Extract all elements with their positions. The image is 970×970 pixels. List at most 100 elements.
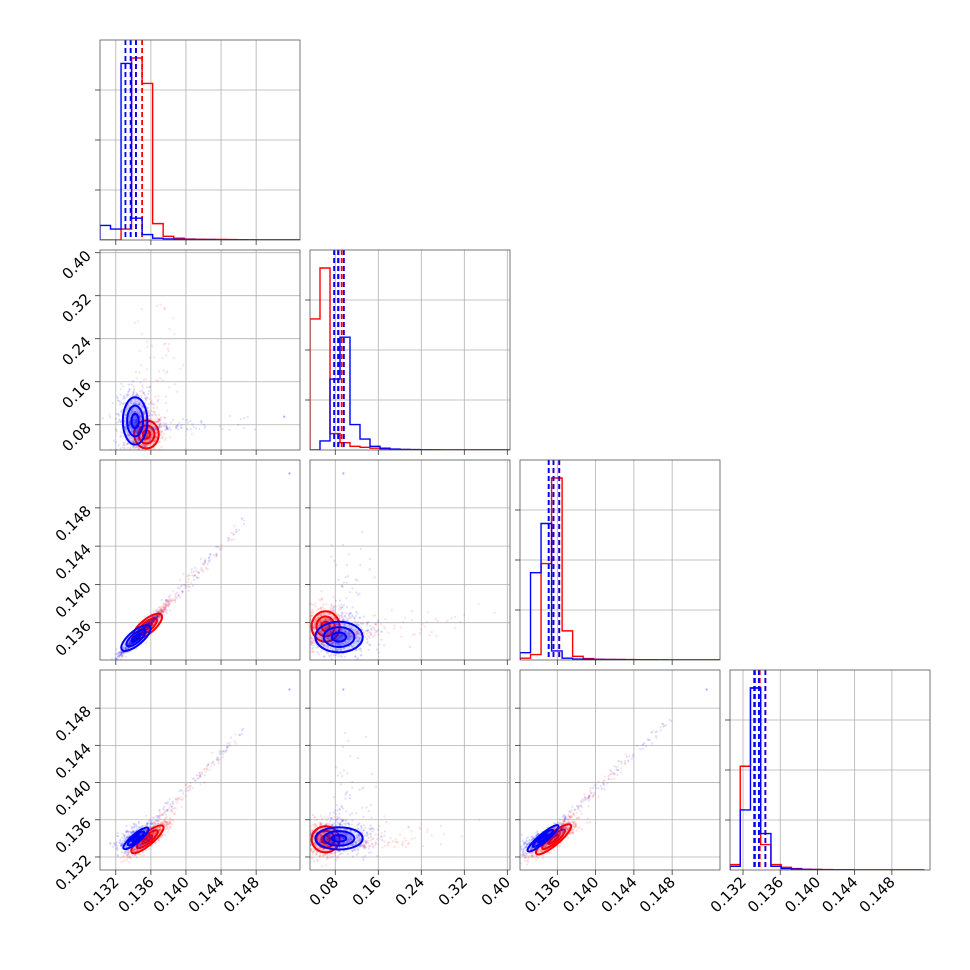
sample-point — [173, 333, 176, 336]
sample-point — [311, 611, 315, 614]
sample-point — [174, 426, 178, 430]
sample-point — [233, 525, 236, 528]
sample-point — [354, 633, 358, 636]
sample-point — [180, 805, 183, 809]
sample-point — [122, 442, 125, 445]
sample-point — [346, 632, 349, 635]
sample-point — [351, 635, 354, 639]
sample-point — [150, 619, 153, 622]
sample-point — [144, 626, 147, 629]
sample-point — [320, 631, 323, 635]
sample-point — [136, 438, 139, 441]
sample-point — [304, 627, 306, 629]
sample-point — [151, 418, 154, 421]
sample-point — [142, 392, 145, 395]
sample-point — [153, 356, 156, 359]
sample-point — [135, 394, 139, 397]
sample-point — [292, 646, 294, 648]
sample-point — [164, 604, 168, 607]
sample-point — [150, 622, 153, 625]
sample-point — [329, 606, 332, 610]
sample-point — [132, 385, 135, 388]
sample-point — [141, 631, 144, 634]
sample-point — [366, 638, 369, 641]
sample-point — [148, 433, 151, 436]
sample-point — [318, 636, 321, 639]
sample-point — [153, 447, 156, 450]
sample-point — [311, 626, 315, 629]
sample-point — [374, 623, 377, 626]
sample-point — [116, 395, 119, 398]
sample-point — [190, 581, 193, 584]
sample-point — [143, 443, 146, 446]
sample-point — [173, 599, 176, 602]
sample-point — [362, 622, 365, 625]
sample-point — [203, 426, 206, 430]
sample-point — [130, 402, 133, 405]
sample-point — [142, 626, 145, 629]
sample-point — [118, 400, 122, 403]
sample-point — [135, 431, 139, 434]
sample-point — [157, 420, 160, 424]
sample-point — [347, 640, 350, 643]
sample-point — [317, 624, 321, 628]
sample-point — [134, 437, 137, 440]
sample-point — [357, 632, 360, 635]
sample-point — [312, 644, 315, 647]
sample-point — [314, 618, 318, 621]
sample-point — [119, 420, 123, 423]
sample-point — [118, 651, 121, 654]
sample-point — [355, 610, 358, 613]
histogram-blue-step — [730, 687, 925, 870]
sample-point — [135, 420, 138, 423]
sample-point — [131, 441, 135, 444]
sample-point — [366, 621, 369, 624]
sample-point — [138, 623, 141, 626]
sample-point — [329, 655, 332, 658]
sample-point — [345, 619, 348, 622]
sample-point — [124, 427, 127, 430]
sample-point — [132, 428, 136, 431]
sample-point — [135, 418, 138, 421]
sample-point — [211, 751, 214, 754]
sample-point — [146, 616, 149, 620]
sample-point — [167, 349, 170, 353]
sample-point — [301, 623, 303, 625]
sample-point — [142, 631, 145, 634]
sample-point — [330, 642, 333, 645]
sample-point — [333, 635, 336, 639]
sample-point — [462, 613, 466, 616]
sample-point — [131, 851, 134, 854]
sample-point — [147, 626, 150, 629]
sample-point — [334, 599, 337, 602]
sample-point — [346, 619, 349, 622]
sample-point — [123, 441, 126, 444]
sample-point — [125, 651, 128, 654]
sample-point — [159, 430, 162, 433]
sample-point — [347, 662, 349, 664]
sample-point — [307, 630, 309, 632]
sample-point — [153, 614, 156, 617]
sample-point — [334, 654, 337, 657]
sample-point — [341, 616, 344, 619]
sample-point — [217, 546, 221, 549]
sample-point — [148, 420, 151, 423]
sample-point — [323, 617, 327, 620]
sample-point — [156, 615, 160, 618]
sample-point — [203, 781, 206, 784]
sample-point — [121, 654, 124, 657]
sample-point — [145, 625, 148, 629]
sample-point — [131, 440, 134, 443]
sample-point — [129, 455, 131, 457]
sample-point — [147, 411, 150, 414]
sample-point — [345, 605, 349, 609]
sample-point — [345, 581, 348, 584]
sample-point — [137, 456, 139, 458]
sample-point — [156, 615, 159, 618]
sample-point — [144, 444, 147, 447]
sample-point — [152, 620, 155, 624]
sample-point — [120, 653, 123, 656]
sample-point — [122, 385, 125, 388]
sample-point — [336, 648, 339, 651]
sample-point — [133, 441, 136, 444]
